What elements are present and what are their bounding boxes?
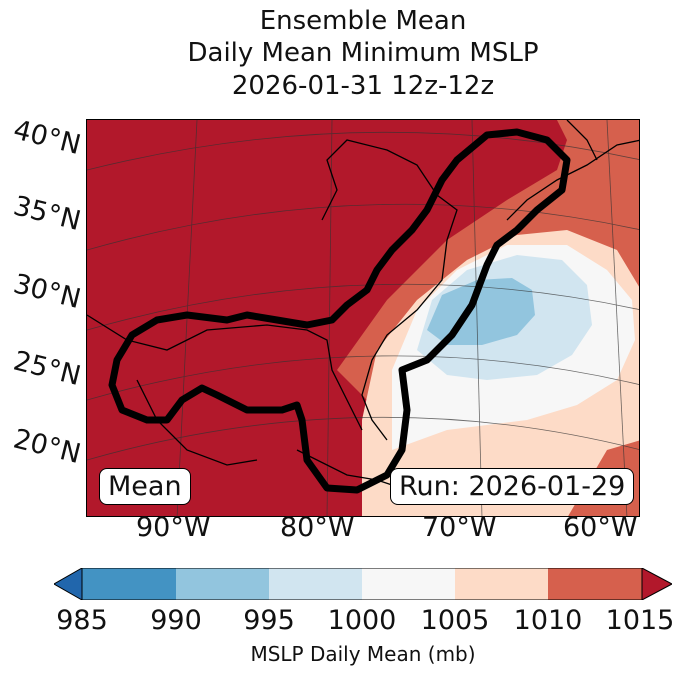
colorbar-segment xyxy=(82,568,176,600)
title-line-1: Ensemble Mean xyxy=(259,6,467,36)
lon-label-70: 70°W xyxy=(422,512,497,543)
colorbar-segment xyxy=(362,568,455,600)
lat-label-20: 20°N xyxy=(10,423,84,471)
colorbar-tick: 1015 xyxy=(605,605,675,636)
lon-label-90: 90°W xyxy=(136,512,211,543)
colorbar-extend-low xyxy=(54,568,83,600)
colorbar-segment xyxy=(269,568,362,600)
colorbar-tick: 990 xyxy=(150,605,202,636)
lat-label-40: 40°N xyxy=(10,114,84,162)
mean-label-box: Mean xyxy=(99,468,191,505)
lat-label-25: 25°N xyxy=(10,345,84,393)
lat-label-35: 35°N xyxy=(10,190,84,238)
colorbar-extend-high xyxy=(641,568,672,600)
colorbar xyxy=(54,568,672,600)
colorbar-tick: 985 xyxy=(56,605,108,636)
colorbar-segment xyxy=(548,568,642,600)
map-panel: Mean Run: 2026-01-29 xyxy=(86,119,640,517)
title-line-3: 2026-01-31 12z-12z xyxy=(231,71,495,101)
lat-label-30: 30°N xyxy=(10,268,84,316)
title-line-2: Daily Mean Minimum MSLP xyxy=(187,38,539,68)
lon-label-80: 80°W xyxy=(280,512,355,543)
colorbar-segment xyxy=(455,568,548,600)
colorbar-segment xyxy=(176,568,269,600)
map-svg xyxy=(87,120,639,516)
colorbar-tick: 1000 xyxy=(327,605,397,636)
colorbar-tick: 1010 xyxy=(513,605,583,636)
colorbar-label: MSLP Daily Mean (mb) xyxy=(250,642,476,666)
coastlines xyxy=(87,120,639,496)
lon-label-60: 60°W xyxy=(563,512,638,543)
colorbar-tick: 1005 xyxy=(420,605,490,636)
run-label-box: Run: 2026-01-29 xyxy=(390,468,635,505)
graticule xyxy=(87,120,639,516)
colorbar-tick: 995 xyxy=(243,605,295,636)
highlight-contour xyxy=(108,128,571,494)
